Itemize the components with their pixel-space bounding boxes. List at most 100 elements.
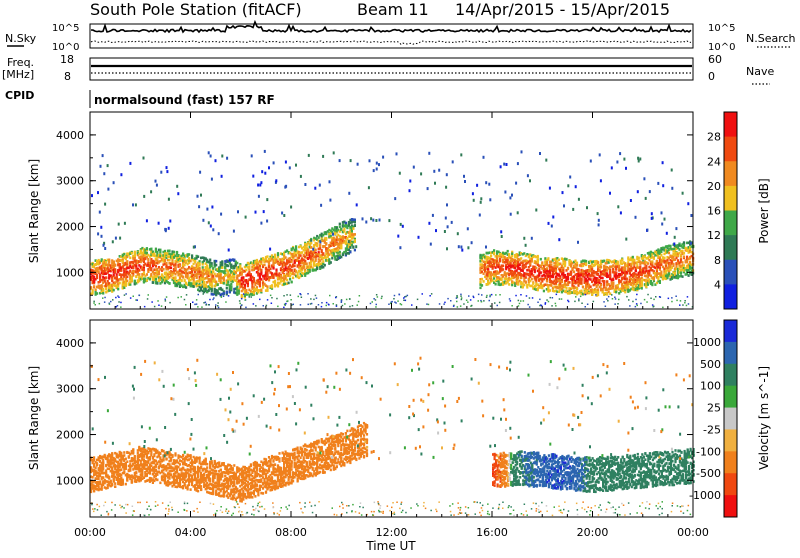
data-cell: [681, 261, 683, 264]
data-cell: [113, 261, 115, 264]
data-cell: [609, 269, 611, 272]
near-range-cell: [550, 297, 552, 299]
data-cell: [295, 254, 297, 257]
sparse-cell: [103, 244, 105, 247]
sparse-cell: [467, 227, 469, 230]
date-range: 14/Apr/2015 - 15/Apr/2015: [455, 0, 670, 19]
data-cell: [170, 267, 172, 270]
sparse-cell: [527, 174, 529, 177]
data-cell: [245, 269, 247, 272]
data-cell: [481, 284, 483, 287]
data-cell: [529, 276, 531, 279]
sparse-cell: [535, 209, 537, 212]
sparse-cell: [435, 229, 437, 232]
data-cell: [105, 277, 107, 280]
sparse-cell: [463, 175, 465, 178]
data-cell: [511, 252, 513, 255]
data-cell: [158, 270, 160, 273]
near-range-cell: [519, 303, 521, 305]
sparse-cell: [212, 228, 214, 231]
data-cell: [147, 258, 149, 261]
sparse-cell: [506, 163, 508, 166]
data-cell: [310, 246, 312, 249]
data-cell: [546, 280, 548, 283]
sparse-cell: [558, 238, 560, 241]
data-cell: [162, 268, 164, 271]
data-cell: [291, 269, 293, 272]
data-cell: [680, 271, 682, 274]
near-range-cell: [561, 298, 563, 300]
sparse-cell: [500, 230, 502, 233]
data-cell: [165, 262, 167, 265]
data-cell: [481, 278, 483, 281]
data-cell: [256, 259, 258, 262]
data-cell: [345, 222, 347, 225]
data-cell: [609, 292, 611, 295]
freq-frame: [90, 58, 693, 80]
sparse-cell: [630, 199, 632, 202]
near-range-cell: [628, 299, 630, 301]
data-cell: [262, 286, 264, 289]
sparse-cell: [210, 225, 212, 228]
data-cell: [233, 275, 235, 278]
near-range-cell: [626, 296, 628, 298]
data-cell: [567, 267, 569, 270]
sparse-cell: [348, 240, 350, 243]
data-cell: [174, 263, 176, 266]
sparse-cell: [625, 167, 627, 170]
sparse-cell: [245, 216, 247, 219]
near-range-cell: [158, 305, 160, 307]
data-cell: [537, 260, 539, 263]
sparse-cell: [575, 185, 577, 188]
near-range-cell: [144, 306, 146, 308]
data-cell: [300, 254, 302, 257]
sparse-cell: [166, 166, 168, 169]
sparse-cell: [260, 222, 262, 225]
sparse-cell: [480, 197, 482, 200]
data-cell: [105, 287, 107, 290]
sparse-cell: [673, 243, 675, 246]
sparse-cell: [261, 170, 263, 173]
near-range-cell: [243, 293, 245, 295]
data-cell: [354, 233, 356, 236]
data-cell: [259, 280, 261, 283]
sparse-cell: [457, 232, 459, 235]
sparse-cell: [283, 214, 285, 217]
data-cell: [266, 255, 268, 258]
near-range-cell: [276, 298, 278, 300]
data-cell: [93, 280, 95, 283]
near-range-cell: [218, 307, 220, 309]
near-range-cell: [184, 299, 186, 301]
data-cell: [526, 286, 528, 289]
data-cell: [269, 268, 271, 271]
sparse-cell: [428, 152, 430, 155]
data-cell: [319, 244, 321, 247]
data-cell: [597, 261, 599, 264]
near-range-cell: [489, 295, 491, 297]
sparse-cell: [333, 151, 335, 154]
sparse-cell: [295, 164, 297, 167]
sparse-cell: [488, 183, 490, 186]
data-cell: [683, 256, 685, 259]
sparse-cell: [525, 244, 527, 247]
sparse-cell: [202, 219, 204, 222]
data-cell: [555, 269, 557, 272]
data-cell: [324, 264, 326, 267]
data-cell: [108, 261, 110, 264]
data-cell: [354, 224, 356, 227]
near-range-cell: [603, 301, 605, 303]
data-cell: [686, 260, 688, 263]
data-cell: [651, 262, 653, 265]
data-cell: [609, 271, 611, 274]
sparse-cell: [376, 162, 378, 165]
data-cell: [585, 260, 587, 263]
data-cell: [227, 281, 229, 284]
data-cell: [304, 274, 306, 277]
sparse-cell: [169, 220, 171, 223]
sparse-cell: [517, 211, 519, 214]
data-cell: [342, 254, 344, 257]
data-cell: [590, 278, 592, 281]
sparse-cell: [285, 161, 287, 164]
near-range-cell: [552, 297, 554, 299]
sparse-cell: [597, 212, 599, 215]
